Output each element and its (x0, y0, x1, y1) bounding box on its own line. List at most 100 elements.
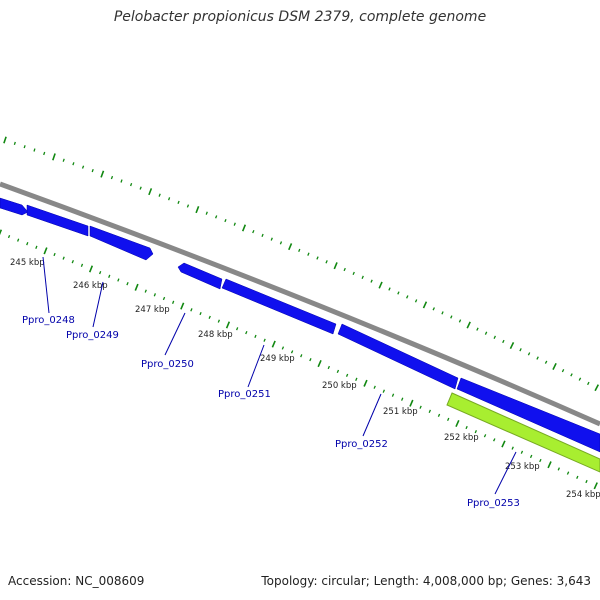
outer-ticks-tick (148, 188, 153, 196)
inner-ticks-tick (566, 471, 570, 475)
gene-label-ppro-0249[interactable]: Ppro_0249 (66, 330, 119, 341)
inner-ticks-tick (585, 479, 588, 484)
outer-ticks-tick (570, 373, 573, 377)
kbp-label-249: 249 kbp (260, 354, 295, 364)
inner-ticks-tick (281, 346, 285, 350)
inner-ticks-tick (199, 311, 202, 316)
outer-ticks-tick (62, 158, 65, 162)
gene-label-ppro-0250[interactable]: Ppro_0250 (141, 359, 194, 370)
inner-ticks-tick (7, 234, 11, 239)
outer-ticks-tick (361, 275, 364, 279)
outer-ticks-tick (502, 339, 505, 344)
outer-ticks-tick (177, 200, 180, 205)
inner-ticks-tick (327, 365, 330, 370)
outer-ticks-tick (186, 204, 190, 208)
outer-ticks-tick (561, 369, 565, 373)
inner-ticks-tick (271, 340, 276, 348)
inner-ticks-tick (363, 379, 368, 387)
outer-ticks-tick (91, 168, 94, 173)
inner-ticks-tick (62, 256, 65, 260)
leader-line-ppro-0252 (362, 393, 382, 437)
outer-ticks-tick (450, 315, 453, 319)
kbp-label-248: 248 kbp (198, 330, 233, 340)
gene-arrow-ppro-0248[interactable] (0, 197, 29, 216)
inner-ticks-tick (336, 369, 340, 374)
inner-ticks-tick (88, 265, 94, 273)
inner-ticks-tick (455, 419, 460, 428)
inner-ticks-tick (235, 327, 239, 331)
inner-ticks-tick (153, 293, 157, 297)
outer-ticks-tick (422, 301, 428, 309)
outer-ticks-tick (33, 148, 36, 152)
inner-ticks-tick (373, 385, 376, 389)
outer-ticks-tick (552, 362, 557, 370)
outer-ticks-tick (406, 295, 409, 299)
outer-ticks-tick (578, 377, 582, 381)
kbp-label-250: 250 kbp (322, 381, 357, 391)
inner-ticks-tick (391, 393, 395, 397)
outer-ticks-tick (527, 352, 531, 356)
outer-ticks-tick (129, 182, 133, 187)
inner-ticks-tick (547, 461, 552, 469)
inner-ticks-tick (80, 263, 84, 267)
outer-ticks-tick (72, 162, 75, 166)
inner-ticks-tick (108, 274, 111, 278)
outer-ticks-tick (493, 335, 496, 339)
outer-ticks-tick (352, 271, 355, 276)
gene-arrow-ppro-0251[interactable] (177, 262, 223, 290)
outer-ticks-tick (195, 206, 200, 214)
inner-ticks-tick (309, 358, 312, 362)
gene-arrow-ppro-0250[interactable] (89, 225, 154, 261)
inner-ticks-tick (300, 354, 303, 358)
gene-label-ppro-0252[interactable]: Ppro_0252 (335, 439, 388, 450)
inner-ticks-tick (355, 377, 358, 381)
inner-ticks-tick (576, 475, 579, 479)
inner-ticks-tick (71, 260, 74, 264)
leader-line-ppro-0253 (494, 451, 517, 495)
outer-ticks-tick (224, 218, 227, 223)
outer-ticks-tick (466, 321, 471, 329)
outer-ticks-tick (414, 299, 418, 303)
outer-ticks-tick (316, 256, 319, 260)
outer-ticks-tick (298, 248, 301, 253)
outer-ticks-tick (214, 215, 218, 219)
inner-ticks-tick (126, 282, 129, 286)
inner-ticks-tick (0, 229, 3, 236)
outer-ticks-tick (333, 262, 338, 270)
inner-ticks-tick (409, 399, 414, 407)
inner-ticks-tick (26, 242, 29, 246)
inner-ticks-tick (290, 350, 294, 354)
inner-ticks-tick (208, 315, 211, 319)
outer-ticks-tick (288, 243, 293, 251)
outer-ticks-tick (536, 356, 539, 360)
gene-arrow-ppro-0253[interactable] (456, 377, 600, 453)
gene-arrow-ppro-0251b[interactable] (221, 278, 337, 335)
gene-label-ppro-0253[interactable]: Ppro_0253 (467, 498, 520, 509)
outer-ticks-tick (594, 384, 600, 392)
outer-ticks-tick (241, 224, 247, 232)
outer-ticks-tick (3, 136, 7, 144)
kbp-label-252: 252 kbp (444, 433, 479, 443)
inner-ticks-tick (225, 321, 231, 329)
inner-ticks-tick (134, 283, 139, 291)
gene-arrow-ppro-0249[interactable] (26, 204, 89, 237)
inner-ticks-tick (557, 467, 560, 471)
kbp-label-247: 247 kbp (135, 305, 170, 315)
outer-tick-ring (3, 136, 600, 392)
accession-text: Accession: NC_008609 (8, 574, 145, 588)
gene-label-ppro-0248[interactable]: Ppro_0248 (22, 315, 75, 326)
inner-ticks-tick (317, 359, 322, 368)
gene-arrow-ppro-0252[interactable] (337, 323, 459, 390)
inner-ticks-tick (180, 302, 185, 310)
leader-line-ppro-0250 (164, 312, 186, 356)
genome-backbone (0, 181, 600, 427)
kbp-label-246: 246 kbp (73, 281, 108, 291)
gene-arrow-ppro-0253-highlight[interactable] (446, 392, 600, 473)
outer-ticks-tick (388, 287, 391, 291)
outer-ticks-tick (13, 141, 16, 145)
inner-ticks-tick (117, 278, 120, 282)
gene-label-ppro-0251[interactable]: Ppro_0251 (218, 389, 271, 400)
inner-ticks-tick (539, 458, 542, 463)
outer-ticks-tick (261, 233, 264, 237)
inner-ticks-tick (245, 330, 248, 335)
